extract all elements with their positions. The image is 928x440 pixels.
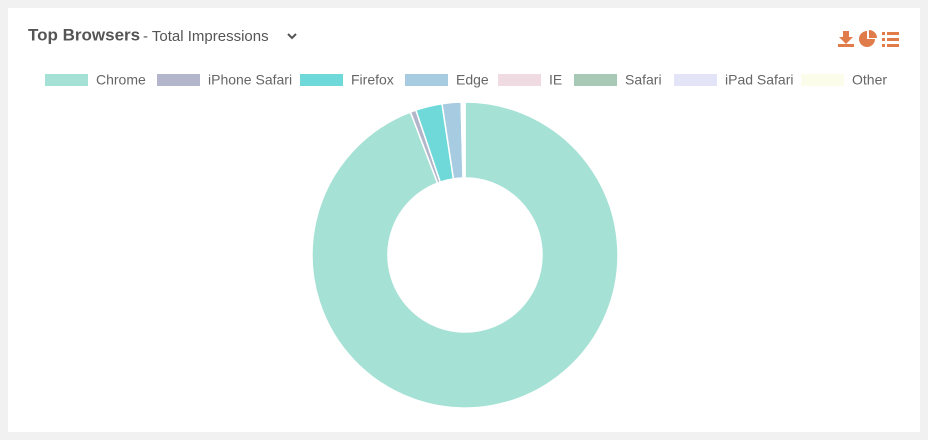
- legend-label[interactable]: iPhone Safari: [208, 72, 292, 88]
- legend-label[interactable]: Chrome: [96, 72, 146, 88]
- legend-label[interactable]: Safari: [625, 72, 662, 88]
- list-view-icon[interactable]: [882, 32, 899, 47]
- legend-label[interactable]: iPad Safari: [725, 72, 793, 88]
- dropdown-chevron[interactable]: [287, 33, 297, 40]
- legend-swatch[interactable]: [45, 74, 88, 86]
- metric-dropdown[interactable]: - Total Impressions: [143, 28, 297, 45]
- legend-swatch[interactable]: [801, 74, 844, 86]
- pie-view-icon[interactable]: [859, 30, 877, 47]
- legend-label[interactable]: Edge: [456, 72, 489, 88]
- legend-swatch[interactable]: [674, 74, 717, 86]
- donut-slice[interactable]: [311, 101, 619, 409]
- card-title: Top Browsers: [28, 25, 140, 44]
- legend-swatch[interactable]: [498, 74, 541, 86]
- legend-swatch[interactable]: [300, 74, 343, 86]
- legend-label[interactable]: Other: [852, 72, 887, 88]
- donut-slice[interactable]: [463, 101, 466, 179]
- legend-swatch[interactable]: [574, 74, 617, 86]
- legend-swatch[interactable]: [157, 74, 200, 86]
- metric-label[interactable]: - Total Impressions: [143, 28, 269, 45]
- legend-swatch[interactable]: [405, 74, 448, 86]
- legend-label[interactable]: Firefox: [351, 72, 394, 88]
- download-icon[interactable]: [838, 31, 854, 47]
- legend-label[interactable]: IE: [549, 72, 562, 88]
